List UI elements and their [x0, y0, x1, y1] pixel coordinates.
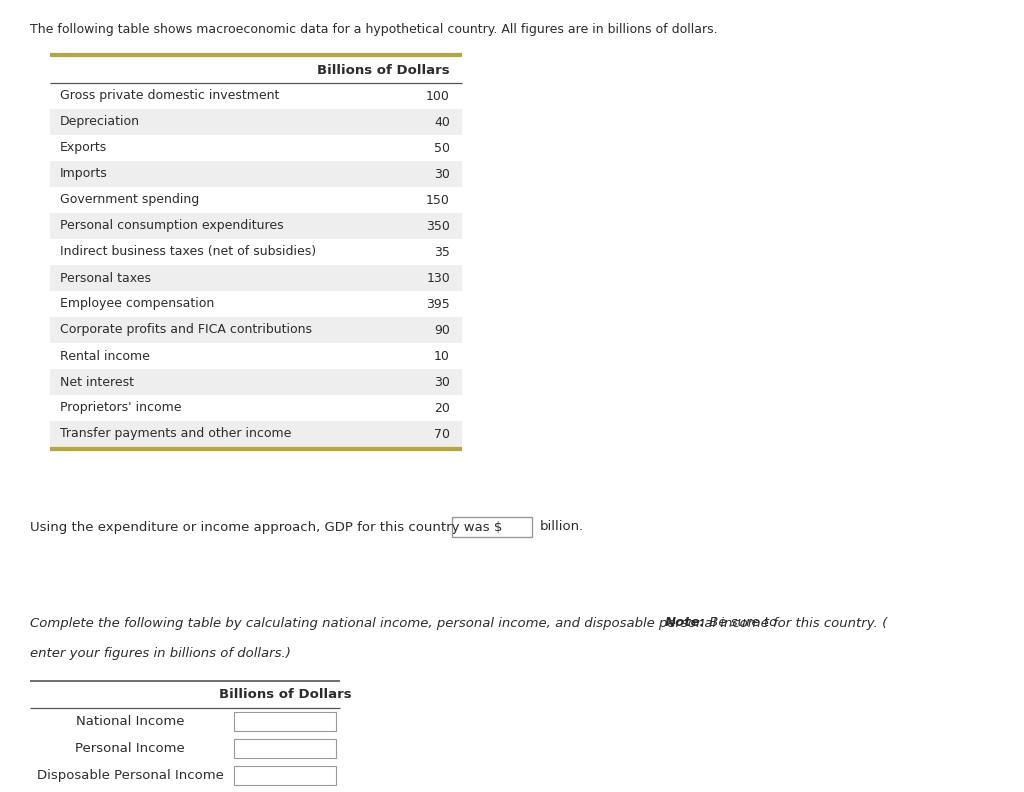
Text: Imports: Imports: [60, 167, 108, 181]
Bar: [50, 421, 462, 447]
Text: Exports: Exports: [60, 142, 108, 154]
Text: billion.: billion.: [540, 520, 585, 534]
Text: National Income: National Income: [76, 715, 184, 728]
Text: Complete the following table by calculating national income, personal income, an: Complete the following table by calculat…: [30, 616, 887, 630]
Text: Be sure to: Be sure to: [705, 616, 777, 630]
Text: Disposable Personal Income: Disposable Personal Income: [37, 769, 223, 782]
Bar: [50, 135, 462, 161]
Bar: [50, 161, 462, 187]
Text: Transfer payments and other income: Transfer payments and other income: [60, 428, 292, 440]
FancyBboxPatch shape: [234, 766, 336, 785]
FancyBboxPatch shape: [234, 712, 336, 731]
Text: 10: 10: [434, 349, 450, 363]
Text: 130: 130: [426, 272, 450, 284]
Text: Employee compensation: Employee compensation: [60, 298, 214, 310]
Bar: [50, 317, 462, 343]
Text: Personal consumption expenditures: Personal consumption expenditures: [60, 219, 284, 233]
Text: Gross private domestic investment: Gross private domestic investment: [60, 89, 280, 102]
Text: 70: 70: [434, 428, 450, 440]
Bar: [50, 57, 462, 83]
Bar: [50, 83, 462, 109]
Text: Indirect business taxes (net of subsidies): Indirect business taxes (net of subsidie…: [60, 246, 316, 258]
Text: 90: 90: [434, 323, 450, 337]
Text: 50: 50: [434, 142, 450, 154]
Bar: [30, 681, 340, 708]
Text: 30: 30: [434, 375, 450, 389]
Text: 40: 40: [434, 116, 450, 128]
Text: Personal taxes: Personal taxes: [60, 272, 151, 284]
Bar: [50, 369, 462, 395]
Text: Net interest: Net interest: [60, 375, 134, 389]
Text: 35: 35: [434, 246, 450, 258]
Text: Proprietors' income: Proprietors' income: [60, 402, 181, 414]
Text: 100: 100: [426, 89, 450, 102]
FancyBboxPatch shape: [452, 517, 532, 537]
Text: Corporate profits and FICA contributions: Corporate profits and FICA contributions: [60, 323, 312, 337]
Bar: [50, 395, 462, 421]
Text: The following table shows macroeconomic data for a hypothetical country. All fig: The following table shows macroeconomic …: [30, 23, 718, 36]
Text: 30: 30: [434, 167, 450, 181]
Bar: [50, 291, 462, 317]
Bar: [50, 239, 462, 265]
Text: Using the expenditure or income approach, GDP for this country was $: Using the expenditure or income approach…: [30, 520, 503, 534]
Text: Billions of Dollars: Billions of Dollars: [317, 63, 450, 77]
Text: 395: 395: [426, 298, 450, 310]
Text: Billions of Dollars: Billions of Dollars: [219, 688, 351, 701]
Text: 350: 350: [426, 219, 450, 233]
Text: Depreciation: Depreciation: [60, 116, 140, 128]
FancyBboxPatch shape: [234, 739, 336, 758]
Text: Government spending: Government spending: [60, 193, 200, 207]
Bar: [50, 265, 462, 291]
Bar: [50, 343, 462, 369]
Text: enter your figures in billions of dollars.): enter your figures in billions of dollar…: [30, 646, 291, 660]
Bar: [50, 213, 462, 239]
Bar: [50, 109, 462, 135]
Bar: [50, 187, 462, 213]
Text: 20: 20: [434, 402, 450, 414]
Text: Note:: Note:: [665, 616, 706, 630]
Text: Personal Income: Personal Income: [75, 742, 185, 755]
Text: 150: 150: [426, 193, 450, 207]
Text: Rental income: Rental income: [60, 349, 150, 363]
